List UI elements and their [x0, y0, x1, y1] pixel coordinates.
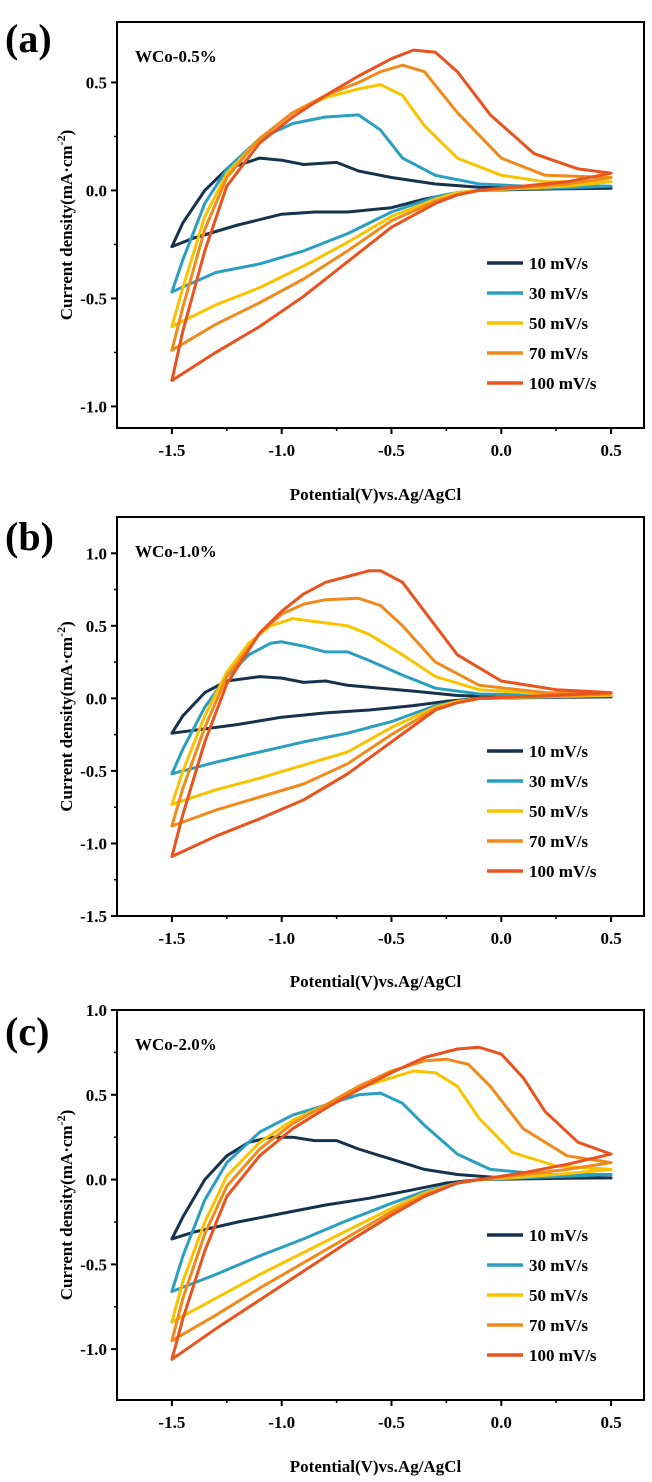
x-tick-label: 0.0 [491, 929, 512, 948]
legend: 10 mV/s 30 mV/s 50 mV/s 70 mV/s 100 mV/s [487, 1226, 597, 1365]
y-tick-label: -1.0 [80, 1340, 107, 1359]
series-group [170, 48, 613, 382]
x-tick-label: -0.5 [378, 441, 405, 460]
legend-label: 10 mV/s [529, 254, 588, 273]
y-tick-label: 0.5 [86, 1086, 107, 1105]
legend-label: 10 mV/s [529, 742, 588, 761]
series-line [170, 675, 613, 735]
legend-label: 30 mV/s [529, 772, 588, 791]
series-line [170, 63, 613, 352]
legend-label: 100 mV/s [529, 1346, 597, 1365]
y-tick-label: -1.5 [80, 907, 107, 926]
y-axis-title: Current density(mA·cm-2) [54, 130, 76, 321]
x-tick-label: 0.0 [491, 1413, 512, 1432]
sample-annotation: WCo-2.0% [135, 1035, 217, 1054]
series-line [170, 1135, 613, 1241]
x-tick-label: -1.0 [268, 929, 295, 948]
x-tick-label: -1.0 [268, 441, 295, 460]
plot-frame [116, 21, 645, 429]
series-line [170, 1045, 613, 1361]
x-tick-label: -1.5 [158, 929, 185, 948]
y-axis-title: Current density(mA·cm-2) [54, 621, 76, 812]
legend-label: 70 mV/s [529, 344, 588, 363]
y-tick-label: 1.0 [86, 544, 107, 563]
y-tick-label: -0.5 [80, 1255, 107, 1274]
y-tick-label: 0.5 [86, 73, 107, 92]
series-group [170, 569, 613, 858]
x-tick-label: 0.5 [600, 441, 621, 460]
x-axis-title: Potential(V)vs.Ag/AgCl [290, 485, 462, 504]
sample-annotation: WCo-0.5% [135, 47, 217, 66]
legend: 10 mV/s 30 mV/s 50 mV/s 70 mV/s 100 mV/s [487, 742, 597, 881]
x-tick-label: 0.0 [491, 441, 512, 460]
x-tick-label: 0.5 [600, 1413, 621, 1432]
legend-label: 50 mV/s [529, 1286, 588, 1305]
legend: 10 mV/s 30 mV/s 50 mV/s 70 mV/s 100 mV/s [487, 254, 597, 393]
panel-2: (b) -1.5 -1.0 -0.5 0.0 0.5 -1.5 -1.0 -0.5 0.0 0.5 1… [5, 514, 645, 991]
panel-label: (c) [5, 1009, 49, 1054]
legend-label: 10 mV/s [529, 1226, 588, 1245]
legend-label: 30 mV/s [529, 284, 588, 303]
series-line [170, 569, 613, 858]
y-axis-title: Current density(mA·cm-2) [54, 1110, 76, 1301]
series-line [170, 596, 613, 828]
legend-label: 100 mV/s [529, 374, 597, 393]
series-line [170, 48, 613, 382]
series-line [170, 1069, 613, 1324]
legend-label: 100 mV/s [529, 862, 597, 881]
series-line [170, 640, 613, 776]
x-axis-title: Potential(V)vs.Ag/AgCl [290, 1457, 462, 1476]
y-tick-label: 1.0 [86, 1001, 107, 1020]
plot-frame [116, 1009, 645, 1401]
x-tick-label: -1.0 [268, 1413, 295, 1432]
x-tick-label: -1.5 [158, 1413, 185, 1432]
x-tick-label: -1.5 [158, 441, 185, 460]
sample-annotation: WCo-1.0% [135, 542, 217, 561]
legend-label: 70 mV/s [529, 832, 588, 851]
y-tick-label: -0.5 [80, 762, 107, 781]
panel-label: (a) [5, 16, 52, 61]
y-tick-label: 0.0 [86, 181, 107, 200]
y-tick-label: -1.0 [80, 397, 107, 416]
panel-3: (c) -1.5 -1.0 -0.5 0.0 0.5 -1.0 -0.5 0.0 0.5 1.0 Po… [5, 1001, 645, 1476]
legend-label: 30 mV/s [529, 1256, 588, 1275]
legend-label: 50 mV/s [529, 802, 588, 821]
y-tick-label: -0.5 [80, 289, 107, 308]
x-axis-title: Potential(V)vs.Ag/AgCl [290, 972, 462, 991]
series-line [170, 1091, 613, 1293]
y-tick-label: 0.0 [86, 689, 107, 708]
series-line [170, 1057, 613, 1343]
x-tick-label: -0.5 [378, 929, 405, 948]
legend-label: 70 mV/s [529, 1316, 588, 1335]
legend-label: 50 mV/s [529, 314, 588, 333]
y-tick-label: -1.0 [80, 834, 107, 853]
plot-frame [116, 516, 645, 917]
panel-label: (b) [5, 514, 54, 559]
x-tick-label: 0.5 [600, 929, 621, 948]
panel-1: (a) -1.5 -1.0 -0.5 0.0 0.5 -1.0 -0.5 0.0 0.5 Poten… [5, 16, 645, 504]
series-group [170, 1045, 613, 1361]
x-tick-label: -0.5 [378, 1413, 405, 1432]
y-tick-label: 0.0 [86, 1171, 107, 1190]
y-tick-label: 0.5 [86, 617, 107, 636]
